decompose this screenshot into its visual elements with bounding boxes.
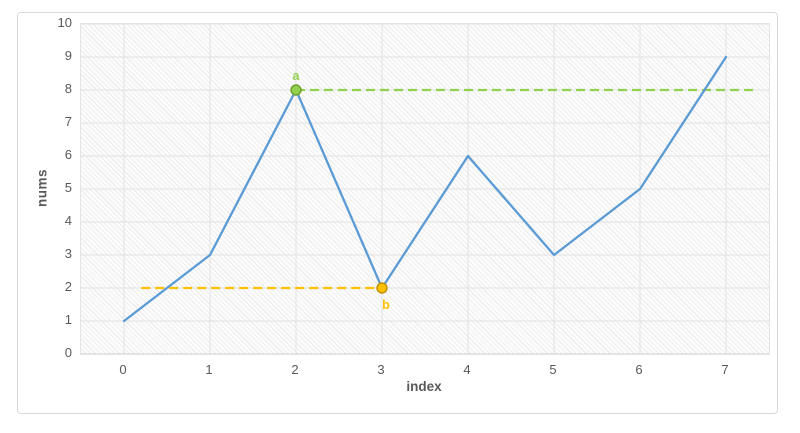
y-axis-title: nums: [34, 169, 50, 208]
y-tick-label: 1: [64, 312, 72, 327]
annotation-a-marker: [290, 84, 302, 96]
y-tick-label: 0: [64, 345, 72, 360]
x-tick-label: 4: [463, 362, 471, 377]
x-tick-label: 3: [377, 362, 385, 377]
annotation-a-label: a: [293, 69, 301, 83]
annotation-b-label: b: [382, 298, 390, 312]
series-line-nums: [122, 55, 728, 323]
y-tick-label: 10: [57, 15, 72, 30]
x-tick-label: 1: [205, 362, 213, 377]
x-tick-label: 5: [549, 362, 557, 377]
y-tick-label: 9: [64, 48, 72, 63]
annotation-b-marker: [376, 282, 388, 294]
plot-svg: ab: [81, 24, 769, 354]
y-tick-label: 5: [64, 180, 72, 195]
y-tick-label: 3: [64, 246, 72, 261]
y-tick-label: 2: [64, 279, 72, 294]
x-tick-label: 7: [721, 362, 729, 377]
x-axis-title: index: [406, 379, 442, 394]
x-tick-label: 2: [291, 362, 299, 377]
y-tick-label: 7: [64, 114, 72, 129]
y-tick-label: 8: [64, 81, 72, 96]
y-tick-label: 4: [64, 213, 72, 228]
y-tick-label: 6: [64, 147, 72, 162]
x-tick-label: 6: [635, 362, 643, 377]
x-tick-label: 0: [119, 362, 127, 377]
